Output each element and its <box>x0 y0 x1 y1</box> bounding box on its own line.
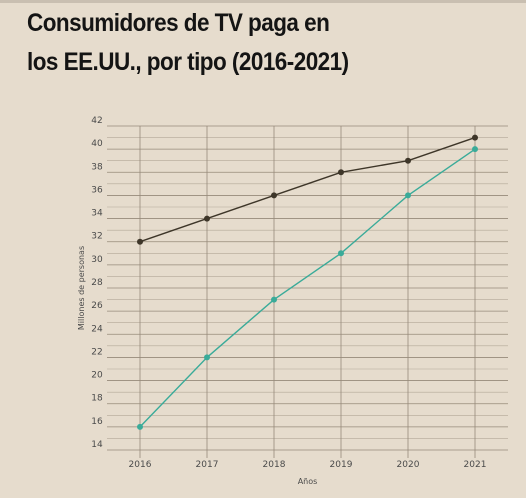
y-tick-label: 20 <box>91 371 103 381</box>
x-tick-label: 2017 <box>196 460 219 470</box>
series-lines <box>137 134 478 430</box>
y-tick-label: 36 <box>91 185 103 195</box>
series-line-1 <box>139 136 476 243</box>
y-tick-label: 18 <box>91 394 103 404</box>
x-axis-ticks: 2016 2017 2018 2019 2020 2021 <box>129 460 487 470</box>
data-point <box>137 423 143 430</box>
x-tick-label: 2016 <box>129 460 152 470</box>
y-tick-label: 34 <box>91 209 103 219</box>
x-tick-label: 2019 <box>330 460 353 470</box>
y-tick-label: 42 <box>91 116 102 126</box>
data-point <box>405 157 411 164</box>
y-axis-ticks: 14 16 18 20 22 24 26 28 30 32 34 36 38 40 42 <box>91 116 103 450</box>
series-line-2 <box>139 148 476 428</box>
y-tick-label: 14 <box>91 440 103 450</box>
data-point <box>204 215 210 222</box>
data-point <box>472 134 478 141</box>
data-point <box>271 296 277 303</box>
data-point <box>271 192 277 199</box>
y-tick-label: 24 <box>91 324 103 334</box>
x-tick-label: 2018 <box>263 460 286 470</box>
data-point <box>338 250 344 257</box>
y-tick-label: 38 <box>91 162 103 172</box>
y-tick-label: 16 <box>91 417 103 427</box>
data-point <box>472 146 478 153</box>
data-point <box>405 192 411 199</box>
y-tick-label: 26 <box>91 301 103 311</box>
x-tick-label: 2020 <box>397 460 420 470</box>
y-tick-label: 28 <box>91 278 103 288</box>
chart-title-line-2: los EE.UU., por tipo (2016-2021) <box>27 48 349 76</box>
x-axis-label: Años <box>298 477 318 486</box>
chart-title-line-1: Consumidores de TV paga en <box>27 9 330 37</box>
x-tick-label: 2021 <box>464 460 487 470</box>
data-point <box>137 238 143 245</box>
chart-title: Consumidores de TV paga en los EE.UU., p… <box>27 4 459 82</box>
top-rule <box>0 0 526 3</box>
data-point <box>204 354 210 361</box>
data-point <box>338 169 344 176</box>
y-tick-label: 30 <box>91 255 103 265</box>
y-tick-label: 40 <box>91 139 103 149</box>
grid-lines <box>107 125 508 458</box>
y-axis-label: Millones de personas <box>77 246 86 330</box>
y-tick-label: 22 <box>91 347 102 357</box>
y-tick-label: 32 <box>91 232 102 242</box>
